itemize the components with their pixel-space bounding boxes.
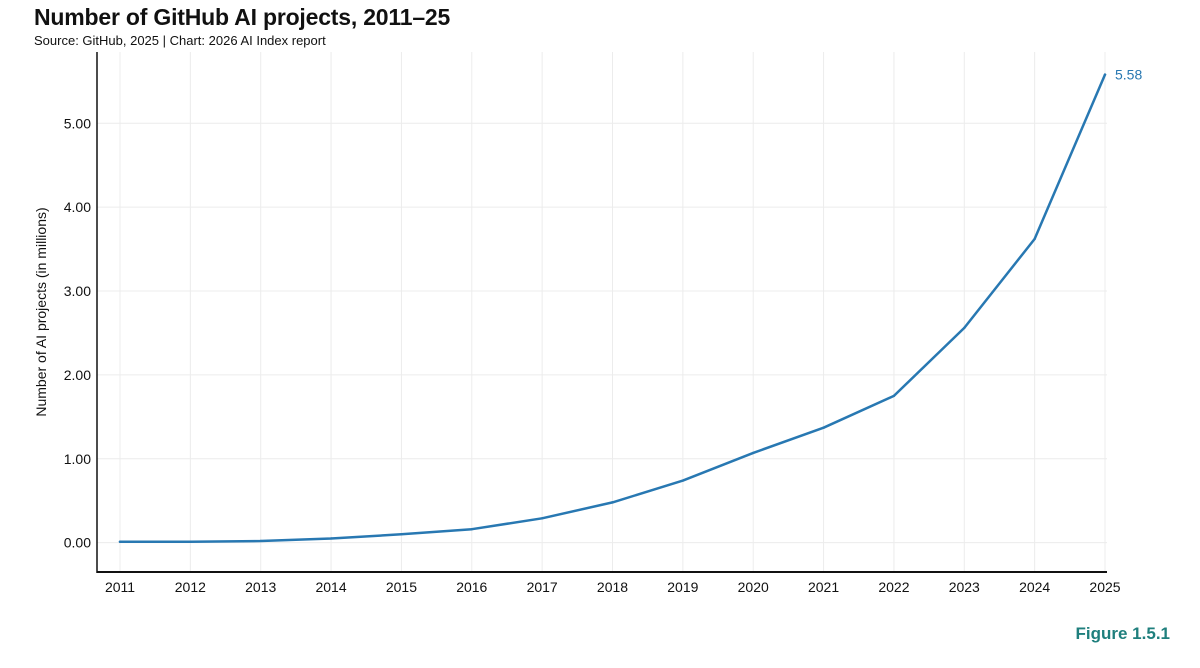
data-point	[752, 451, 755, 455]
figure-label: Figure 1.5.1	[1075, 624, 1170, 643]
x-tick-label: 2015	[386, 579, 417, 595]
data-point	[681, 479, 685, 482]
chart-subtitle: Source: GitHub, 2025 | Chart: 2026 AI In…	[34, 33, 326, 48]
data-point	[1103, 73, 1107, 76]
y-tick-label: 1.00	[64, 451, 91, 467]
x-tick-label: 2011	[105, 579, 135, 595]
x-tick-label: 2023	[949, 579, 980, 595]
data-point	[963, 326, 966, 330]
grid-lines	[97, 52, 1107, 572]
x-tick-label: 2013	[245, 579, 276, 595]
data-point	[118, 540, 122, 544]
y-axis-label: Number of AI projects (in millions)	[33, 207, 49, 416]
data-point	[822, 426, 825, 429]
data-point	[400, 533, 403, 536]
chart-title: Number of GitHub AI projects, 2011–25	[34, 4, 451, 30]
data-point	[892, 394, 896, 398]
x-tick-label: 2018	[597, 579, 628, 595]
data-point	[611, 501, 614, 504]
data-point	[470, 528, 473, 531]
x-tick-label: 2020	[738, 579, 769, 595]
tick-labels: 0.00 1.00 2.00 3.00 4.00 5.00 2011 2012 2013 2014…	[64, 115, 1121, 595]
axes: Number of AI projects (in millions)	[33, 52, 1107, 573]
x-tick-label: 2014	[315, 579, 346, 595]
x-tick-label: 2017	[527, 579, 558, 595]
data-point	[259, 539, 262, 543]
x-tick-label: 2025	[1089, 579, 1120, 595]
data-point	[540, 517, 544, 520]
series	[118, 73, 1107, 544]
y-tick-label: 5.00	[64, 115, 91, 131]
data-labels: 5.58	[1115, 67, 1142, 83]
x-tick-label: 2012	[175, 579, 206, 595]
end-value-label: 5.58	[1115, 67, 1142, 83]
x-tick-label: 2021	[808, 579, 839, 595]
data-point	[189, 540, 192, 544]
y-tick-label: 3.00	[64, 283, 91, 299]
y-tick-label: 4.00	[64, 199, 91, 215]
data-point	[1033, 237, 1036, 241]
x-tick-label: 2022	[878, 579, 909, 595]
x-tick-label: 2024	[1019, 579, 1050, 595]
x-tick-label: 2016	[456, 579, 487, 595]
y-tick-label: 2.00	[64, 367, 91, 383]
y-tick-label: 0.00	[64, 535, 91, 551]
x-tick-label: 2019	[667, 579, 698, 595]
data-point	[329, 537, 333, 540]
